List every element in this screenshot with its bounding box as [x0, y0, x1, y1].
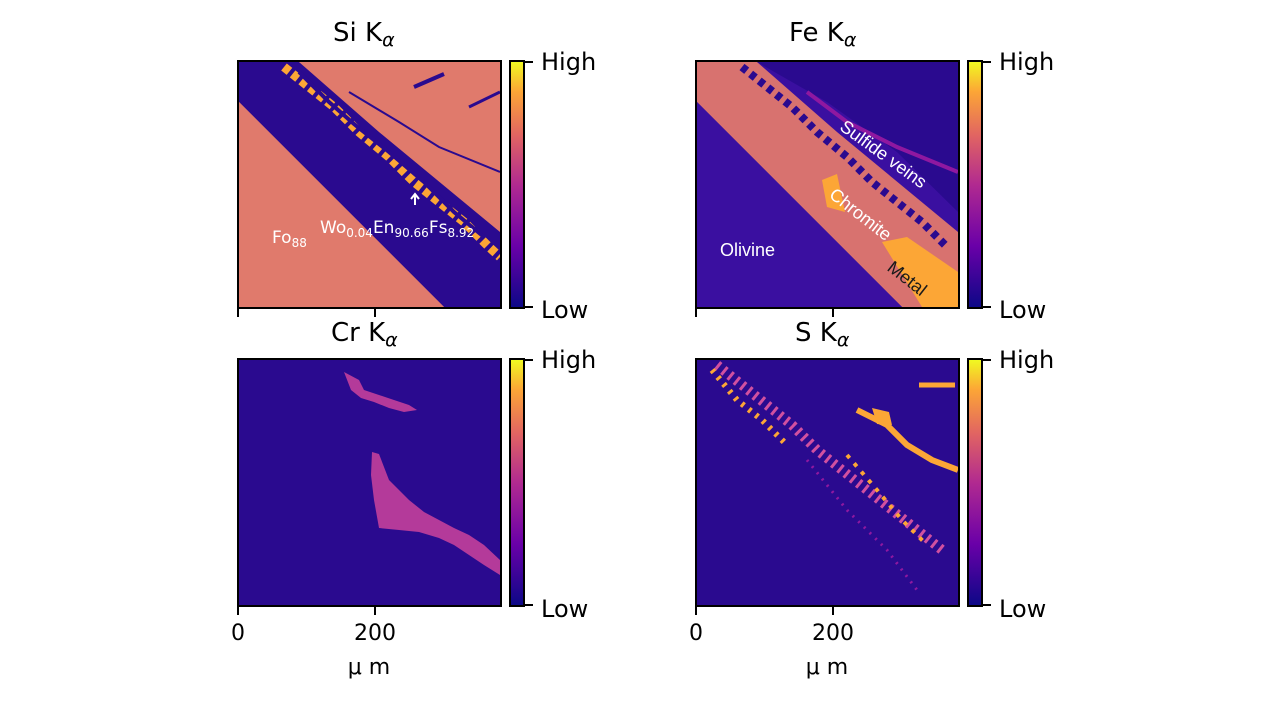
fo88-label: Fo88 [272, 228, 307, 250]
fe-colorbar-high-label: High [999, 48, 1055, 76]
cr-colorbar-high-label: High [541, 346, 597, 374]
fe-colorbar-tick-low [983, 306, 991, 308]
olivine-label: Olivine [720, 240, 776, 260]
s-title-alpha: α [836, 329, 850, 351]
fo-text: Fo [272, 228, 292, 248]
si-colorbar-tick-low [525, 306, 533, 308]
fe-panel-title: Fe Kα [789, 18, 856, 51]
si-title-element: Si [333, 18, 357, 48]
s-xtick-label-200: 200 [812, 621, 854, 646]
cr-panel-title: Cr Kα [331, 318, 398, 351]
s-panel-title: S Kα [795, 318, 849, 351]
fs-text: Fs [428, 218, 448, 238]
wo-text: Wo [320, 218, 347, 238]
s-xtick-200 [832, 607, 834, 615]
fe-map [695, 60, 960, 309]
si-colorbar-high-label: High [541, 48, 597, 76]
cr-xtick-label-0: 0 [231, 621, 245, 646]
si-xtick-200 [374, 309, 376, 317]
fo-sub: 88 [291, 236, 307, 250]
cr-colorbar-low-label: Low [541, 595, 589, 623]
pyroxene-composition-label: Wo0.04En90.66Fs8.92 [320, 218, 474, 240]
cr-title-alpha: α [385, 329, 398, 351]
fe-colorbar-tick-high [983, 61, 991, 63]
si-xtick-0 [237, 309, 239, 317]
wo-sub: 0.04 [346, 226, 373, 240]
si-colorbar-tick-high [525, 61, 533, 63]
cr-colorbar-tick-high [525, 359, 533, 361]
cr-xtick-label-200: 200 [354, 621, 396, 646]
cr-colorbar-tick-low [525, 604, 533, 606]
s-title-k: K [819, 318, 837, 348]
cr-title-element: Cr [331, 318, 360, 348]
si-panel-title: Si Kα [333, 18, 395, 51]
cr-xlabel: μ m [347, 655, 391, 680]
s-title-element: S [795, 318, 812, 348]
fs-sub: 8.92 [447, 226, 475, 240]
s-colorbar-high-label: High [999, 346, 1055, 374]
fe-title-k: K [826, 18, 844, 48]
s-colorbar-tick-low [983, 604, 991, 606]
s-colorbar-tick-high [983, 359, 991, 361]
fe-colorbar-low-label: Low [999, 296, 1047, 324]
fe-xtick-0 [695, 309, 697, 317]
si-colorbar-low-label: Low [541, 296, 589, 324]
fe-xtick-200 [832, 309, 834, 317]
en-text: En [372, 218, 395, 238]
s-colorbar [967, 358, 983, 607]
s-xlabel: μ m [805, 655, 849, 680]
cr-xtick-200 [374, 607, 376, 615]
cr-colorbar [509, 358, 525, 607]
s-map [695, 358, 960, 607]
fe-title-element: Fe [789, 18, 819, 48]
cr-title-k: K [368, 318, 386, 348]
si-colorbar [509, 60, 525, 309]
fe-title-alpha: α [843, 29, 857, 51]
si-title-alpha: α [382, 29, 395, 51]
en-sub: 90.66 [394, 226, 429, 240]
si-map [237, 60, 502, 309]
cr-map [237, 358, 502, 607]
cr-xtick-0 [237, 607, 239, 615]
si-title-k: K [365, 18, 383, 48]
s-xtick-0 [695, 607, 697, 615]
s-colorbar-low-label: Low [999, 595, 1047, 623]
s-xtick-label-0: 0 [689, 621, 703, 646]
fe-colorbar [967, 60, 983, 309]
